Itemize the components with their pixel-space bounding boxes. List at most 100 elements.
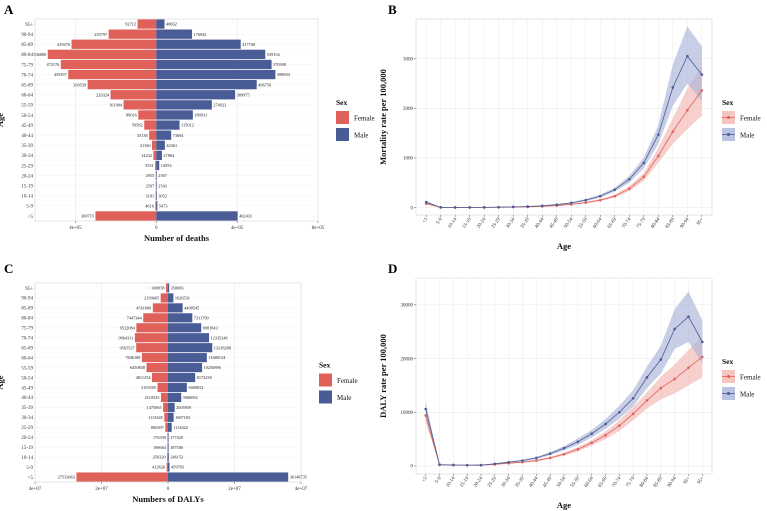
y-tick-label: 95+	[25, 23, 33, 28]
x-tick-label: 75-79	[636, 217, 647, 230]
data-label-male: 9981843	[203, 325, 218, 330]
data-label-male: 180931	[194, 113, 207, 118]
data-label-female: 161984	[109, 102, 123, 107]
data-label-male: 14553	[161, 163, 172, 168]
bar-male	[168, 462, 170, 472]
data-point-male	[497, 205, 501, 209]
bar-male	[156, 211, 238, 221]
bar-male	[156, 19, 165, 29]
bar-female	[144, 120, 157, 130]
x-tick-label: 55-59	[578, 217, 589, 230]
x-tick-label: 40-44	[529, 476, 540, 489]
data-label-female: 2199665	[144, 296, 159, 301]
data-point-female	[686, 109, 689, 112]
y-tick-label: 75-79	[21, 327, 33, 332]
legend-swatch-male	[319, 390, 332, 404]
bar-female	[167, 452, 168, 462]
bar-male	[168, 472, 289, 482]
data-label-female: 806397	[151, 425, 165, 430]
data-label-female: 250220	[153, 455, 166, 460]
data-label-male: 40662	[166, 22, 177, 27]
data-label-male: 42361	[166, 143, 177, 148]
legend-title: Sex	[722, 98, 734, 107]
data-label-female: 419376	[57, 42, 71, 47]
data-label-female: 412626	[152, 465, 166, 470]
data-label-male: 589094	[277, 72, 291, 77]
y-tick-label: 25-29	[21, 426, 33, 431]
bar-female	[152, 372, 168, 383]
y-tick-label: 75-79	[21, 63, 33, 68]
bar-male	[156, 160, 160, 171]
bar-female	[123, 100, 157, 110]
x-tick-label: 95+	[697, 476, 706, 485]
x-tick-label: 90-94	[680, 217, 691, 230]
y-tick-label: 15-19	[21, 446, 33, 451]
data-label-male: 3052	[158, 193, 167, 198]
data-point-female	[584, 201, 588, 204]
data-point-female	[627, 187, 631, 191]
y-tick-label: 70-74	[21, 337, 33, 342]
data-point-male	[657, 133, 660, 136]
data-point-male	[671, 86, 675, 89]
bar-male	[168, 372, 196, 383]
bar-male	[156, 181, 157, 191]
y-tick-label: 85-89	[21, 43, 33, 48]
bar-female	[68, 69, 157, 80]
data-label-female: 4616	[145, 203, 154, 208]
legend-label-female: Female	[354, 115, 375, 123]
data-point-male	[642, 161, 646, 165]
y-tick-label: 90-94	[21, 33, 33, 38]
data-point-male	[576, 440, 580, 444]
data-point-male	[613, 188, 617, 191]
data-point-female	[562, 452, 566, 456]
data-point-female	[673, 377, 676, 381]
data-point-male	[424, 407, 427, 411]
panel-b: 0 1000 2000 3000 <5 5-9 10-14 15-19 20-24 25-29 30…	[378, 18, 761, 251]
bar-female	[153, 150, 157, 160]
data-label-female: 35138	[137, 133, 148, 138]
data-point-male	[468, 206, 471, 209]
x-tick-label: 35-39	[515, 476, 526, 489]
bar-female	[47, 49, 157, 59]
data-label-male: 539154	[267, 52, 281, 57]
data-point-male	[452, 463, 455, 467]
y-tick-label: 2000	[403, 107, 414, 112]
data-point-female	[631, 412, 635, 416]
bar-male	[168, 333, 210, 343]
bar-female	[143, 313, 168, 323]
x-tick-label: 85-89	[665, 217, 676, 230]
x-tick-label: 75-79	[626, 476, 637, 489]
bar-male	[168, 432, 169, 442]
x-tick-label: 50-54	[556, 476, 567, 489]
bar-male	[156, 59, 272, 70]
x-axis-title: Numbers of DALYs	[132, 494, 204, 504]
data-label-female: 4811254	[136, 375, 152, 380]
bar-female	[166, 462, 168, 472]
data-point-female	[598, 198, 602, 202]
x-tick-label: 95+	[683, 476, 692, 485]
data-label-male: 246153	[170, 455, 183, 460]
bar-male	[156, 80, 257, 90]
data-point-female	[604, 434, 607, 437]
data-point-female	[659, 386, 663, 390]
legend-marker-male	[727, 392, 730, 395]
bar-male	[156, 130, 172, 140]
data-label-male: 3966092	[183, 395, 198, 400]
data-point-female	[642, 175, 646, 179]
x-tick-label: 80-84	[651, 217, 662, 230]
data-label-female: 7447344	[127, 315, 143, 320]
data-point-male	[604, 422, 607, 426]
data-label-male: 2005959	[176, 405, 191, 410]
data-point-male	[687, 315, 690, 318]
x-tick-label: 85-89	[653, 476, 664, 489]
data-point-male	[507, 460, 510, 464]
bar-male	[168, 353, 207, 363]
y-tick-label: 60-64	[21, 94, 33, 99]
bar-female	[160, 392, 168, 403]
data-label-female: 9565537	[120, 345, 136, 350]
x-tick-label: 4e+05	[231, 226, 244, 231]
y-tick-label: 30000	[401, 304, 414, 309]
y-tick-label: 80-84	[21, 317, 33, 322]
data-label-male: 13318288	[214, 345, 231, 350]
plot-panel	[34, 18, 319, 222]
